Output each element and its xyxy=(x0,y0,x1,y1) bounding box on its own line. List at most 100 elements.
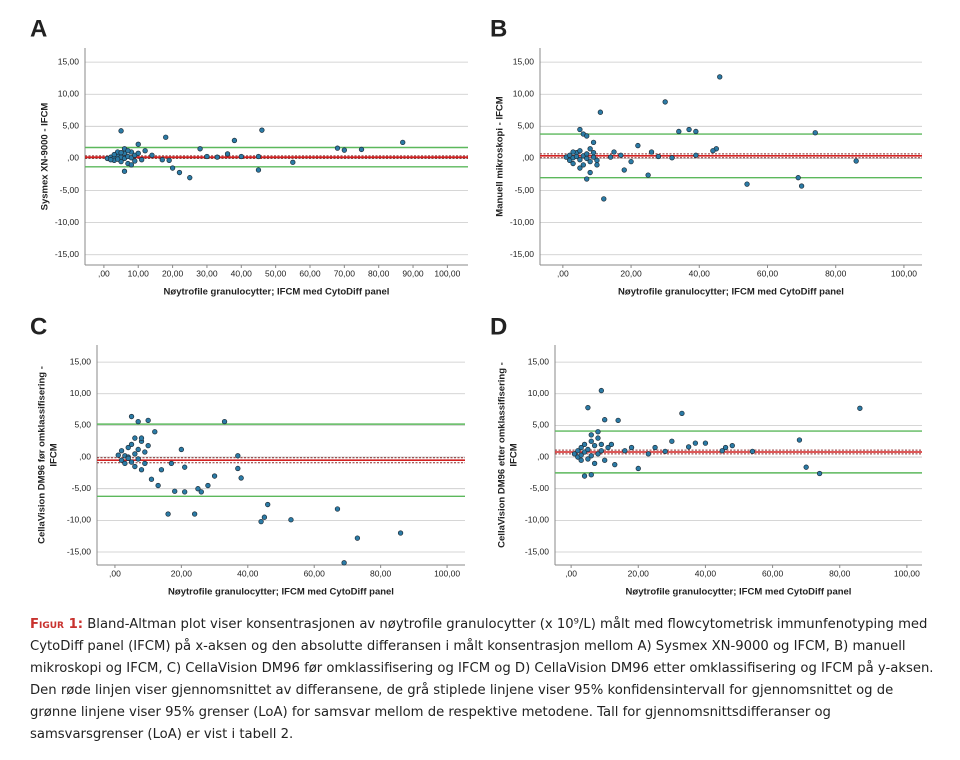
point xyxy=(615,417,621,423)
y-tick-label: ,00 xyxy=(537,451,549,461)
y-tick-label: -15,00 xyxy=(67,546,91,556)
x-tick-label: 100,00 xyxy=(894,568,920,578)
panel-letter: B xyxy=(490,15,507,42)
point xyxy=(605,444,611,451)
point xyxy=(587,169,593,176)
point xyxy=(796,437,803,443)
point xyxy=(341,147,347,153)
y-axis-label: Sysmex XN-9000 - IFCM xyxy=(40,103,51,211)
panel-letter: C xyxy=(30,313,47,340)
panel-letter: A xyxy=(30,15,47,42)
point xyxy=(693,128,699,135)
point xyxy=(135,418,141,425)
x-tick-label: ,00 xyxy=(557,268,569,278)
point xyxy=(195,486,201,492)
point xyxy=(628,158,634,165)
point xyxy=(608,441,615,448)
point xyxy=(224,151,231,157)
point xyxy=(142,460,148,467)
y-tick-label: -15,00 xyxy=(55,249,79,259)
point xyxy=(598,448,604,454)
point xyxy=(121,168,128,174)
point xyxy=(587,146,593,152)
point xyxy=(686,126,692,133)
y-tick-label: -15,00 xyxy=(510,249,534,259)
point xyxy=(118,158,124,165)
x-tick-label: ,00 xyxy=(98,268,110,278)
point xyxy=(204,153,210,160)
point xyxy=(575,448,581,454)
y-tick-label: -5,00 xyxy=(60,185,80,195)
point xyxy=(118,149,124,156)
point xyxy=(132,158,138,164)
point xyxy=(679,410,685,417)
point xyxy=(628,444,635,451)
y-axis-label: CellaVision DM96 etter omklassifisering … xyxy=(497,362,508,548)
point xyxy=(577,148,583,154)
point xyxy=(570,149,576,155)
point xyxy=(853,158,859,164)
point xyxy=(798,183,805,189)
y-tick-label: 10,00 xyxy=(58,88,80,98)
point xyxy=(358,146,365,153)
point xyxy=(622,448,628,454)
x-axis-label: Nøytrofile granulocytter; IFCM med CytoD… xyxy=(168,587,394,598)
x-tick-label: 70,00 xyxy=(334,268,356,278)
point xyxy=(118,128,124,134)
point xyxy=(108,157,114,163)
point xyxy=(169,165,176,171)
point xyxy=(235,453,241,459)
x-tick-label: 60,00 xyxy=(304,568,326,578)
point xyxy=(261,514,268,520)
point xyxy=(128,441,135,448)
point xyxy=(577,126,583,133)
point xyxy=(585,405,591,411)
point xyxy=(172,488,178,494)
point xyxy=(191,511,198,517)
point xyxy=(135,446,141,453)
point xyxy=(258,518,264,525)
point xyxy=(590,149,597,156)
point xyxy=(255,167,262,173)
point xyxy=(341,560,347,566)
point xyxy=(692,440,699,446)
x-tick-label: 80,00 xyxy=(825,268,847,278)
x-tick-label: 30,00 xyxy=(196,268,218,278)
point xyxy=(594,162,600,168)
point xyxy=(142,148,148,154)
x-tick-label: 80,00 xyxy=(370,568,392,578)
point xyxy=(648,149,655,155)
point xyxy=(148,476,155,482)
point xyxy=(595,429,601,435)
point xyxy=(577,165,583,171)
point xyxy=(125,444,131,451)
y-tick-label: -15,00 xyxy=(525,546,549,556)
point xyxy=(602,417,608,423)
point xyxy=(662,99,668,105)
point xyxy=(662,448,668,455)
point xyxy=(618,152,624,158)
point xyxy=(645,451,651,457)
y-tick-label: -10,00 xyxy=(525,515,549,525)
point xyxy=(612,462,618,468)
y-tick-label: 10,00 xyxy=(528,388,550,398)
point xyxy=(138,435,145,441)
x-tick-label: 20,00 xyxy=(162,268,184,278)
point xyxy=(598,387,604,394)
point xyxy=(795,175,801,181)
point xyxy=(288,517,294,523)
point xyxy=(584,133,590,139)
point xyxy=(290,159,296,165)
point xyxy=(580,162,586,168)
caption-text: Bland-Altman plot viser konsentrasjonen … xyxy=(30,617,934,742)
x-tick-label: 40,00 xyxy=(237,568,259,578)
point xyxy=(803,464,809,470)
point xyxy=(591,443,598,449)
x-tick-label: 100,00 xyxy=(434,568,460,578)
point xyxy=(652,444,658,451)
point xyxy=(588,472,594,478)
point xyxy=(334,145,341,151)
point xyxy=(702,440,709,446)
point xyxy=(676,128,682,135)
y-tick-label: 5,00 xyxy=(74,420,91,430)
